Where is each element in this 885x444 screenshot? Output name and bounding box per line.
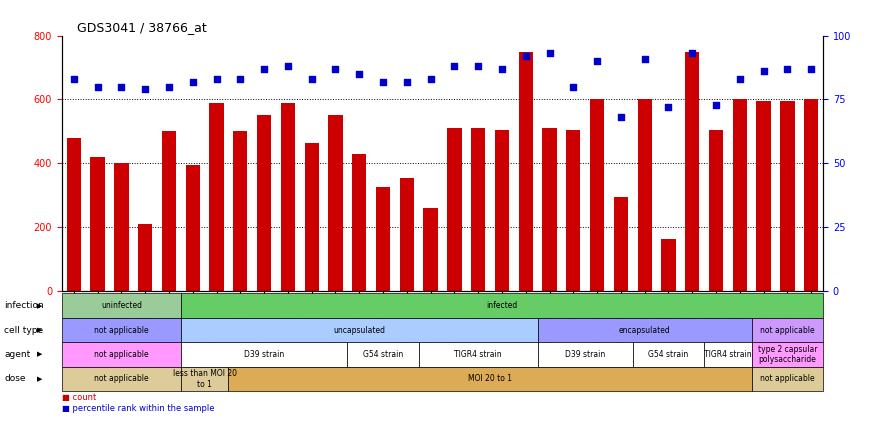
Point bbox=[590, 58, 604, 65]
Text: agent: agent bbox=[4, 350, 31, 359]
Text: cell type: cell type bbox=[4, 325, 43, 335]
Point bbox=[66, 75, 81, 83]
Text: infected: infected bbox=[487, 301, 518, 310]
Point bbox=[186, 78, 200, 85]
Text: uncapsulated: uncapsulated bbox=[334, 325, 385, 335]
Bar bbox=[757, 101, 771, 291]
Bar bbox=[400, 178, 414, 291]
Bar bbox=[471, 128, 485, 291]
Bar bbox=[138, 224, 152, 291]
Point bbox=[495, 65, 509, 72]
Text: encapsulated: encapsulated bbox=[619, 325, 671, 335]
Point bbox=[804, 65, 819, 72]
Text: TIGR4 strain: TIGR4 strain bbox=[454, 350, 502, 359]
Bar bbox=[590, 99, 604, 291]
Point bbox=[709, 101, 723, 108]
Text: less than MOI 20
to 1: less than MOI 20 to 1 bbox=[173, 369, 236, 388]
Bar bbox=[781, 101, 795, 291]
Bar bbox=[733, 99, 747, 291]
Bar bbox=[162, 131, 176, 291]
Bar bbox=[661, 238, 675, 291]
Bar bbox=[257, 115, 272, 291]
Point bbox=[781, 65, 795, 72]
Bar bbox=[709, 130, 723, 291]
Point bbox=[685, 50, 699, 57]
Text: infection: infection bbox=[4, 301, 44, 310]
Bar bbox=[519, 52, 533, 291]
Point bbox=[328, 65, 342, 72]
Bar bbox=[495, 130, 509, 291]
Point bbox=[400, 78, 414, 85]
Text: D39 strain: D39 strain bbox=[244, 350, 284, 359]
Text: ■ percentile rank within the sample: ■ percentile rank within the sample bbox=[62, 404, 214, 413]
Point bbox=[424, 75, 438, 83]
Text: ■ count: ■ count bbox=[62, 393, 96, 402]
Point bbox=[90, 83, 104, 90]
Point bbox=[637, 55, 651, 62]
Bar bbox=[804, 99, 819, 291]
Point bbox=[566, 83, 581, 90]
Text: G54 strain: G54 strain bbox=[363, 350, 404, 359]
Bar bbox=[447, 128, 462, 291]
Point bbox=[304, 75, 319, 83]
Point bbox=[471, 63, 485, 70]
Text: not applicable: not applicable bbox=[94, 325, 149, 335]
Text: GDS3041 / 38766_at: GDS3041 / 38766_at bbox=[77, 21, 207, 34]
Bar bbox=[304, 143, 319, 291]
Text: not applicable: not applicable bbox=[760, 325, 815, 335]
Bar bbox=[114, 163, 128, 291]
Bar bbox=[566, 130, 581, 291]
Text: uninfected: uninfected bbox=[101, 301, 142, 310]
Text: dose: dose bbox=[4, 374, 26, 384]
Bar bbox=[66, 138, 81, 291]
Bar bbox=[328, 115, 342, 291]
Bar bbox=[424, 208, 438, 291]
Text: not applicable: not applicable bbox=[94, 350, 149, 359]
Bar bbox=[90, 157, 104, 291]
Text: ▶: ▶ bbox=[37, 303, 42, 309]
Text: ▶: ▶ bbox=[37, 327, 42, 333]
Point bbox=[661, 103, 675, 111]
Bar bbox=[234, 131, 248, 291]
Text: not applicable: not applicable bbox=[94, 374, 149, 384]
Text: G54 strain: G54 strain bbox=[649, 350, 689, 359]
Point bbox=[447, 63, 461, 70]
Text: ▶: ▶ bbox=[37, 376, 42, 382]
Point bbox=[543, 50, 557, 57]
Bar bbox=[376, 187, 390, 291]
Point bbox=[733, 75, 747, 83]
Bar bbox=[186, 165, 200, 291]
Bar bbox=[281, 103, 295, 291]
Text: type 2 capsular
polysaccharide: type 2 capsular polysaccharide bbox=[758, 345, 817, 364]
Point bbox=[162, 83, 176, 90]
Text: TIGR4 strain: TIGR4 strain bbox=[704, 350, 751, 359]
Point bbox=[757, 68, 771, 75]
Text: not applicable: not applicable bbox=[760, 374, 815, 384]
Bar bbox=[637, 99, 652, 291]
Bar bbox=[210, 103, 224, 291]
Text: D39 strain: D39 strain bbox=[566, 350, 605, 359]
Point bbox=[281, 63, 295, 70]
Point bbox=[210, 75, 224, 83]
Point bbox=[138, 86, 152, 93]
Point bbox=[257, 65, 271, 72]
Bar bbox=[543, 128, 557, 291]
Point bbox=[614, 114, 628, 121]
Bar bbox=[614, 197, 628, 291]
Point bbox=[352, 70, 366, 77]
Bar bbox=[352, 154, 366, 291]
Point bbox=[234, 75, 248, 83]
Bar bbox=[685, 52, 699, 291]
Text: ▶: ▶ bbox=[37, 352, 42, 357]
Text: MOI 20 to 1: MOI 20 to 1 bbox=[468, 374, 512, 384]
Point bbox=[519, 52, 533, 59]
Point bbox=[376, 78, 390, 85]
Point bbox=[114, 83, 128, 90]
